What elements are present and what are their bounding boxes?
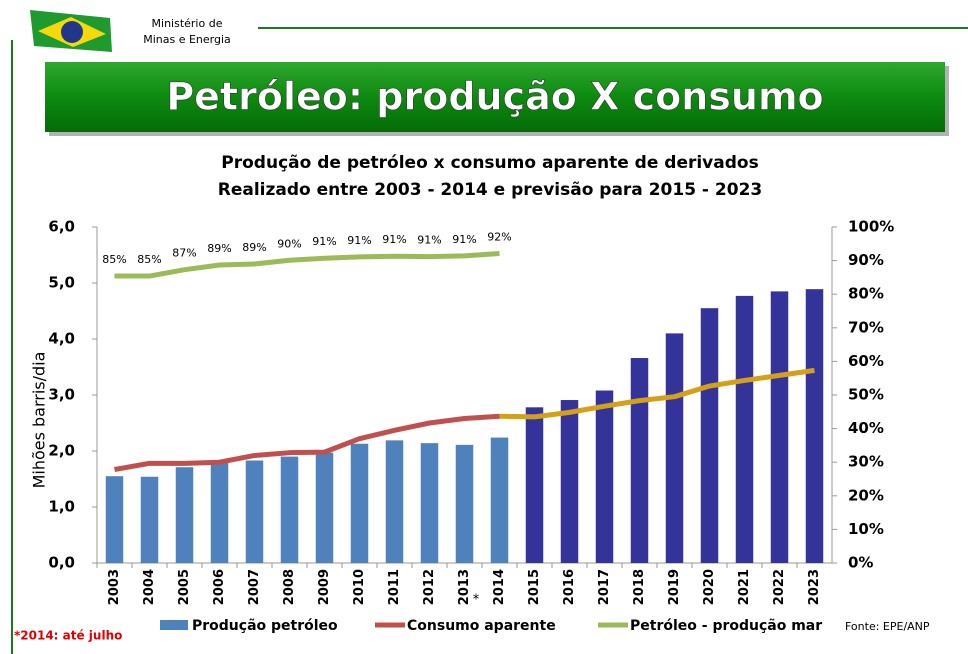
bar xyxy=(595,390,614,563)
y2-tick-label: 50% xyxy=(848,386,884,404)
y-axis-label: Mihões barris/dia xyxy=(30,352,49,489)
y2-tick-label: 90% xyxy=(848,251,884,269)
bar xyxy=(350,443,369,563)
bar xyxy=(420,443,439,563)
x-tick-label: 2015 xyxy=(527,569,542,605)
x-tick-label: 2020 xyxy=(702,569,717,605)
y-tick-label: 4,0 xyxy=(48,330,75,348)
banner xyxy=(45,62,945,132)
line xyxy=(499,367,815,420)
legend-label: Consumo aparente xyxy=(407,618,556,634)
x-tick-label: 2016 xyxy=(562,569,577,605)
data-label: 91% xyxy=(347,234,371,247)
y2-tick-label: 100% xyxy=(848,218,894,236)
footnote: *2014: até julho xyxy=(14,629,122,643)
chart-subtitle: Realizado entre 2003 - 2014 e previsão p… xyxy=(218,180,762,200)
bar xyxy=(140,476,159,563)
data-label: 91% xyxy=(452,233,476,246)
y2-tick-label: 80% xyxy=(848,285,884,303)
data-label: 91% xyxy=(417,234,441,247)
y2-tick-label: 40% xyxy=(848,419,884,437)
x-tick-label: 2008 xyxy=(282,569,297,605)
y-tick-label: 1,0 xyxy=(48,498,75,516)
bar xyxy=(735,295,754,563)
bar xyxy=(665,333,684,563)
bar xyxy=(700,308,719,563)
y2-tick-label: 20% xyxy=(848,486,884,504)
x-tick-label: 2003 xyxy=(107,569,122,605)
bar xyxy=(385,440,404,563)
bar xyxy=(490,437,509,563)
y2-tick-label: 30% xyxy=(848,453,884,471)
line xyxy=(114,413,500,472)
flag xyxy=(30,10,112,52)
y-tick-label: 5,0 xyxy=(48,274,75,292)
x-tick-label: 2012 xyxy=(422,569,437,605)
x-tick-label: 2010 xyxy=(352,569,367,605)
x-tick-label: 2004 xyxy=(142,569,157,605)
x-tick-label: 2021 xyxy=(737,569,752,605)
bar xyxy=(630,358,649,563)
y2-tick-label: 10% xyxy=(848,520,884,538)
data-label: 89% xyxy=(207,242,231,255)
data-label: 92% xyxy=(487,231,511,244)
x-tick-label: 2011 xyxy=(387,569,402,605)
bar xyxy=(280,456,299,563)
x-tick-label: 2014 xyxy=(492,569,507,605)
y-tick-label: 2,0 xyxy=(48,442,75,460)
bar xyxy=(245,460,264,563)
x-tick-label: 2018 xyxy=(632,569,647,605)
x-tick-label: 2007 xyxy=(247,569,262,605)
y-tick-label: 6,0 xyxy=(48,218,75,236)
data-label: 91% xyxy=(382,233,406,246)
data-label: 91% xyxy=(312,235,336,248)
data-label: 90% xyxy=(277,237,301,250)
bar xyxy=(105,476,124,563)
x-tick-label: 2022 xyxy=(772,569,787,605)
bar xyxy=(210,462,229,563)
data-label: 85% xyxy=(102,253,126,266)
ministry-line: Ministério de xyxy=(152,17,223,30)
banner-title: Petróleo: produção X consumo xyxy=(166,75,823,119)
y2-tick-label: 60% xyxy=(848,352,884,370)
bar xyxy=(560,400,579,563)
bar xyxy=(525,407,544,563)
legend-swatch xyxy=(160,620,188,630)
x-tick-label: 2017 xyxy=(597,569,612,605)
bar xyxy=(455,444,474,563)
bar xyxy=(770,291,789,563)
chart-title: Produção de petróleo x consumo aparente … xyxy=(221,153,758,173)
x-tick-label: 2013 xyxy=(457,569,472,605)
x-tick-label: 2019 xyxy=(667,569,682,605)
y-tick-label: 0,0 xyxy=(48,554,75,572)
legend-label: Produção petróleo xyxy=(192,618,338,634)
legend-label: Petróleo - produção mar xyxy=(630,618,822,634)
bar xyxy=(805,289,824,563)
bar xyxy=(175,467,194,563)
data-label: 87% xyxy=(172,247,196,260)
source: Fonte: EPE/ANP xyxy=(845,620,930,633)
data-label: 89% xyxy=(242,241,266,254)
line xyxy=(114,251,500,279)
data-label: 85% xyxy=(137,253,161,266)
y-tick-label: 3,0 xyxy=(48,386,75,404)
x-tick-label: 2005 xyxy=(177,569,192,605)
annotation: * xyxy=(473,593,480,608)
y2-tick-label: 0% xyxy=(848,554,873,572)
y2-tick-label: 70% xyxy=(848,318,884,336)
x-tick-label: 2009 xyxy=(317,569,332,605)
x-tick-label: 2006 xyxy=(212,569,227,605)
ministry-line: Minas e Energia xyxy=(143,33,231,46)
x-tick-label: 2023 xyxy=(807,569,822,605)
bar xyxy=(315,452,334,563)
